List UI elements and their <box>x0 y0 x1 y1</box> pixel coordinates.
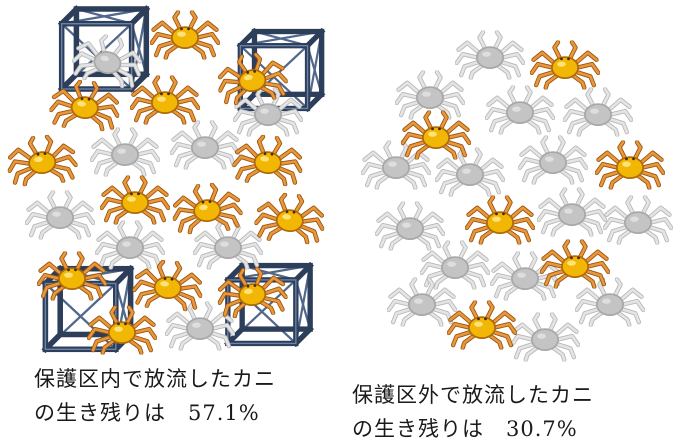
crab-orange-icon <box>132 77 199 123</box>
crab-gray-icon <box>92 129 159 175</box>
crab-orange-icon <box>7 134 77 185</box>
crab-gray-icon <box>172 122 239 168</box>
crab-gray-icon <box>27 192 94 238</box>
crabs-layer <box>7 12 671 360</box>
crab-gray-icon <box>487 87 554 133</box>
crab-orange-icon <box>233 134 303 185</box>
crab-orange-icon <box>39 253 106 299</box>
caption-inside-line1: 保護区内で放流したカニ <box>34 367 276 391</box>
crab-gray-icon <box>520 137 587 183</box>
caption-outside-protected-area: 保護区外で放流したカニ の生き残りは 30.7% <box>352 378 594 445</box>
crab-orange-icon <box>597 142 664 188</box>
crab-gray-icon <box>577 279 644 325</box>
crab-orange-icon <box>102 177 169 223</box>
cages-layer <box>45 9 321 349</box>
crab-gray-icon <box>512 314 579 360</box>
crab-gray-icon <box>97 222 164 268</box>
crab-gray-icon <box>377 203 444 249</box>
crab-orange-icon <box>133 259 203 310</box>
caption-outside-line1: 保護区外で放流したカニ <box>352 383 594 407</box>
crab-orange-icon <box>532 42 599 88</box>
crab-orange-icon <box>172 182 242 233</box>
crab-gray-icon <box>565 89 632 135</box>
crab-gray-icon <box>167 303 234 349</box>
crab-gray-icon <box>605 197 672 243</box>
caption-inside-line2: の生き残りは 57.1% <box>34 401 260 425</box>
caption-outside-line2: の生き残りは 30.7% <box>352 417 578 441</box>
crab-gray-icon <box>539 189 606 235</box>
crab-orange-icon <box>449 302 516 348</box>
crab-gray-icon <box>389 279 456 325</box>
crab-orange-icon <box>542 241 609 287</box>
crab-orange-icon <box>255 192 325 243</box>
crab-gray-icon <box>457 32 524 78</box>
crab-orange-icon <box>467 197 534 243</box>
crab-orange-icon <box>152 12 219 58</box>
crab-gray-icon <box>363 142 430 188</box>
caption-inside-protected-area: 保護区内で放流したカニ の生き残りは 57.1% <box>34 362 276 430</box>
crab-gray-icon <box>437 149 504 195</box>
